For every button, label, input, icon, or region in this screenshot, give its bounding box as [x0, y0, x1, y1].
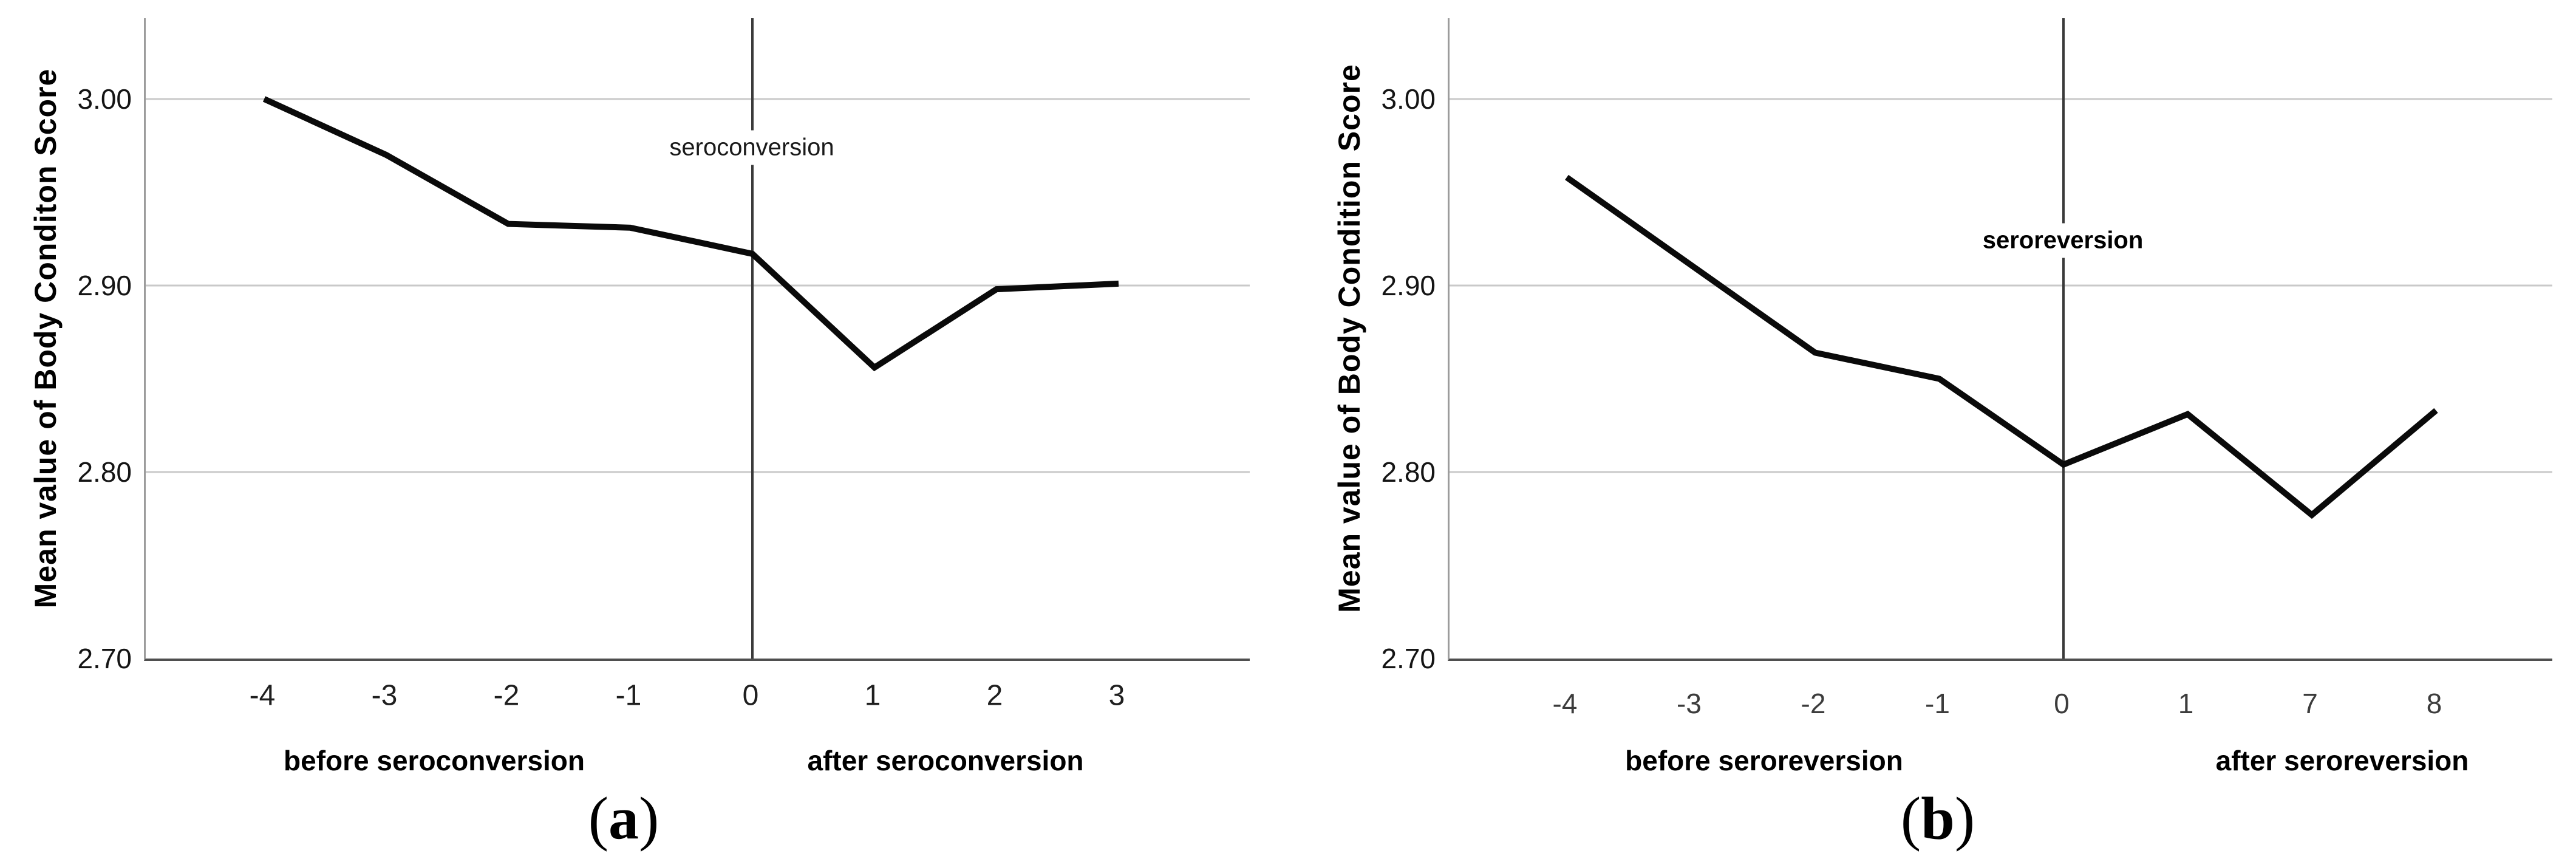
y-tick-label: 2.70: [77, 643, 132, 674]
plot-area: [144, 18, 1250, 661]
data-line: [1565, 174, 2438, 519]
data-line: [262, 96, 1119, 372]
x-tick-label: -4: [249, 679, 276, 712]
x-tick-label: -3: [1677, 688, 1702, 719]
x-tick-label: 2: [986, 679, 1003, 712]
event-annotation: seroconversion: [663, 130, 840, 165]
x-tick-label: -3: [371, 679, 398, 712]
caption-letter: a: [608, 784, 639, 852]
chart-svg: [1450, 18, 2552, 659]
x-tick-label: 3: [1108, 679, 1125, 712]
y-tick-label: 3.00: [77, 83, 132, 115]
x-tick-label: 0: [742, 679, 759, 712]
subfigure-caption: (a): [588, 784, 659, 854]
x-tick-label: -4: [1552, 688, 1578, 719]
y-tick-label: 2.80: [1381, 456, 1436, 488]
x-tick-label: 1: [2178, 688, 2194, 719]
x-axis-group-label-before: before seroreversion: [1625, 745, 1903, 776]
x-axis-group-label-after: after seroconversion: [807, 745, 1084, 776]
caption-paren-close: ): [1954, 784, 1975, 852]
x-tick-label: 8: [2426, 688, 2442, 719]
x-tick-label: -1: [615, 679, 642, 712]
caption-paren-close: ): [639, 784, 659, 852]
x-axis-group-label-after: after seroreversion: [2215, 745, 2469, 776]
y-axis-title: Mean value of Body Condition Score: [1332, 64, 1366, 613]
y-tick-label: 3.00: [1381, 83, 1436, 115]
x-tick-label: -2: [1801, 688, 1826, 719]
y-tick-label: 2.90: [1381, 269, 1436, 301]
y-tick-label: 2.90: [77, 269, 132, 301]
subfigure-caption: (b): [1901, 784, 1975, 854]
caption-paren-open: (: [1900, 784, 1921, 852]
caption-paren-open: (: [588, 784, 608, 852]
y-axis-title: Mean value of Body Conditon Score: [29, 68, 63, 609]
x-tick-label: 0: [2054, 688, 2070, 719]
chart-svg: [146, 18, 1250, 659]
x-tick-label: -1: [1925, 688, 1950, 719]
x-axis-group-label-before: before seroconversion: [284, 745, 585, 776]
x-tick-label: -2: [493, 679, 520, 712]
x-tick-label: 1: [864, 679, 881, 712]
plot-area: [1448, 18, 2552, 661]
x-tick-label: 7: [2302, 688, 2318, 719]
caption-letter: b: [1921, 784, 1955, 852]
y-tick-label: 2.80: [77, 456, 132, 488]
y-tick-label: 2.70: [1381, 643, 1436, 674]
event-annotation: seroreversion: [1976, 223, 2150, 258]
